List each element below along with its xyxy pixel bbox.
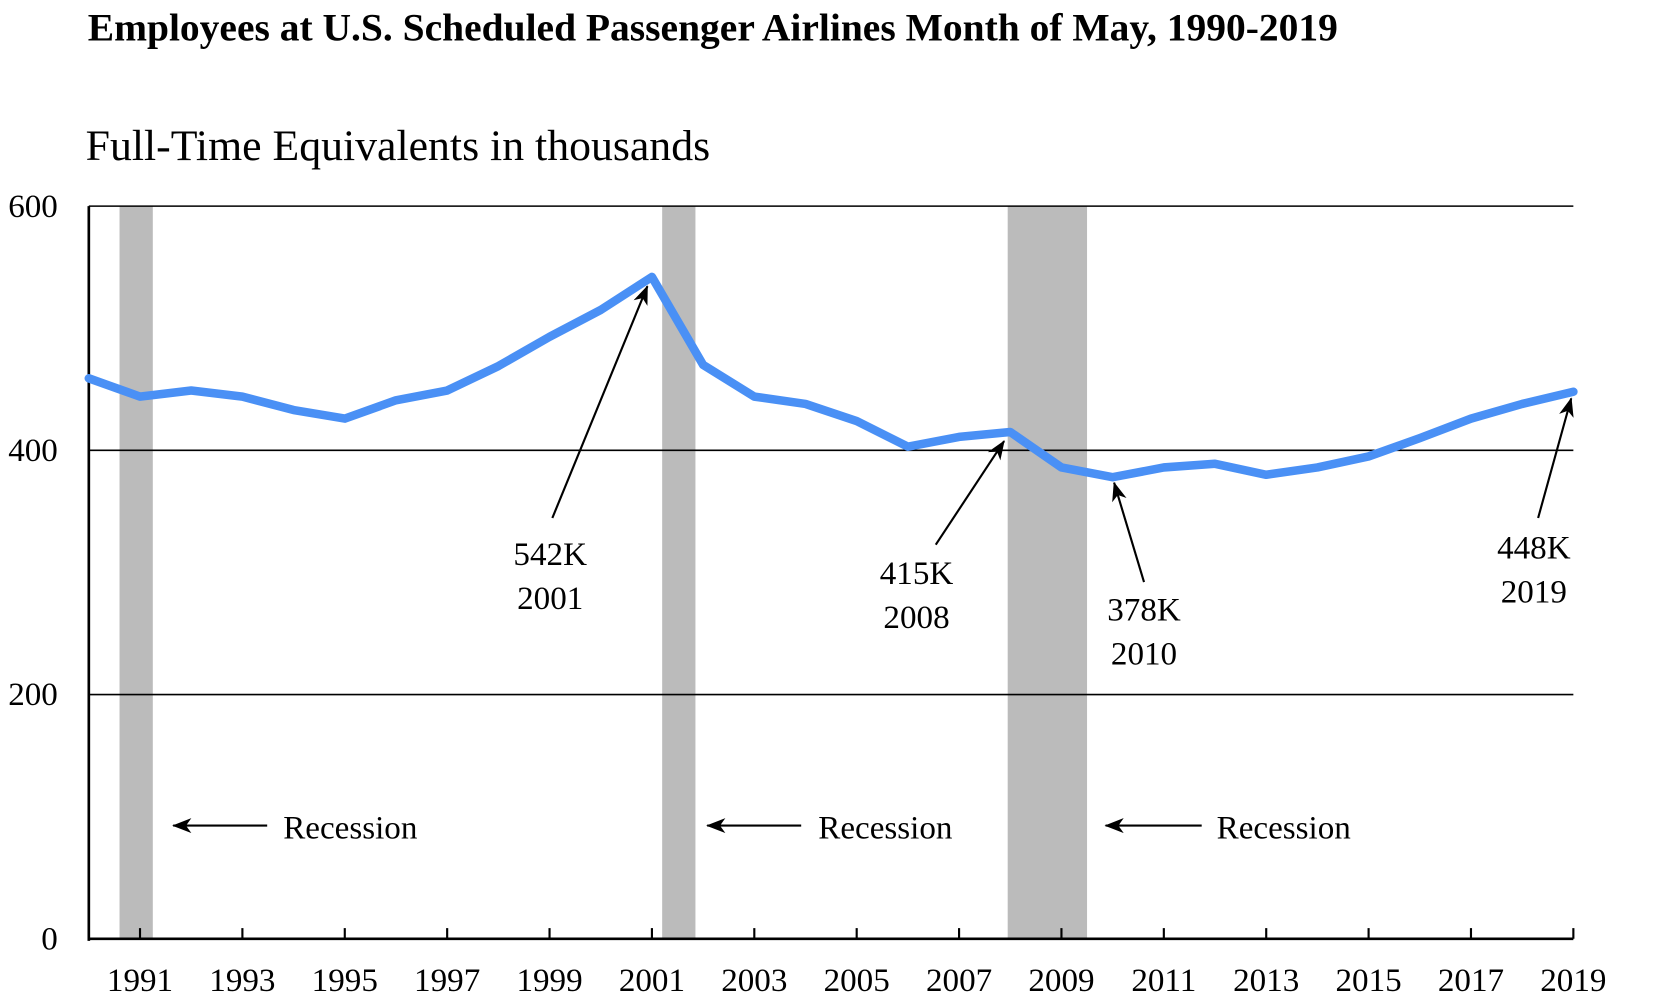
- x-tick-label: 2007: [926, 963, 992, 999]
- recession-label: Recession: [1217, 810, 1352, 846]
- x-tick-label: 1999: [516, 963, 582, 999]
- x-tick-label: 2013: [1233, 963, 1299, 999]
- x-tick-label: 1991: [107, 963, 173, 999]
- x-tick-label: 2005: [824, 963, 890, 999]
- recession-label: Recession: [818, 810, 953, 846]
- chart-title: Employees at U.S. Scheduled Passenger Ai…: [88, 6, 1338, 50]
- x-tick-label: 2011: [1131, 963, 1196, 999]
- x-tick-label: 2003: [721, 963, 787, 999]
- recession-band: [1007, 206, 1088, 939]
- y-tick-label: 400: [8, 433, 58, 469]
- annotation-value: 542K: [513, 537, 587, 573]
- annotation-year: 2008: [883, 600, 949, 636]
- annotation-value: 448K: [1497, 531, 1571, 567]
- recession-band: [119, 206, 153, 939]
- annotation-arrow: [1537, 397, 1574, 519]
- annotation-arrow: [551, 285, 649, 519]
- x-tick-label: 2009: [1028, 963, 1094, 999]
- x-tick-label: 2017: [1438, 963, 1504, 999]
- annotation-arrow: [934, 440, 1006, 546]
- y-tick-label: 600: [8, 189, 58, 225]
- chart-subtitle: Full-Time Equivalents in thousands: [86, 122, 711, 170]
- x-tick-label: 1995: [312, 963, 378, 999]
- x-tick-label: 2019: [1540, 963, 1606, 999]
- recession-label: Recession: [283, 810, 418, 846]
- annotation-year: 2019: [1501, 574, 1567, 610]
- x-tick-label: 2001: [619, 963, 685, 999]
- annotation-value: 378K: [1107, 593, 1181, 629]
- y-tick-label: 0: [41, 921, 58, 957]
- x-tick-label: 1997: [414, 963, 480, 999]
- x-tick-label: 2015: [1336, 963, 1402, 999]
- annotation-year: 2010: [1111, 636, 1177, 672]
- annotation-value: 415K: [880, 556, 954, 592]
- x-tick-label: 1993: [209, 963, 275, 999]
- annotation-year: 2001: [517, 581, 583, 617]
- y-tick-label: 200: [8, 677, 58, 713]
- series-line: [84, 272, 1578, 482]
- annotation-arrow: [1112, 481, 1146, 583]
